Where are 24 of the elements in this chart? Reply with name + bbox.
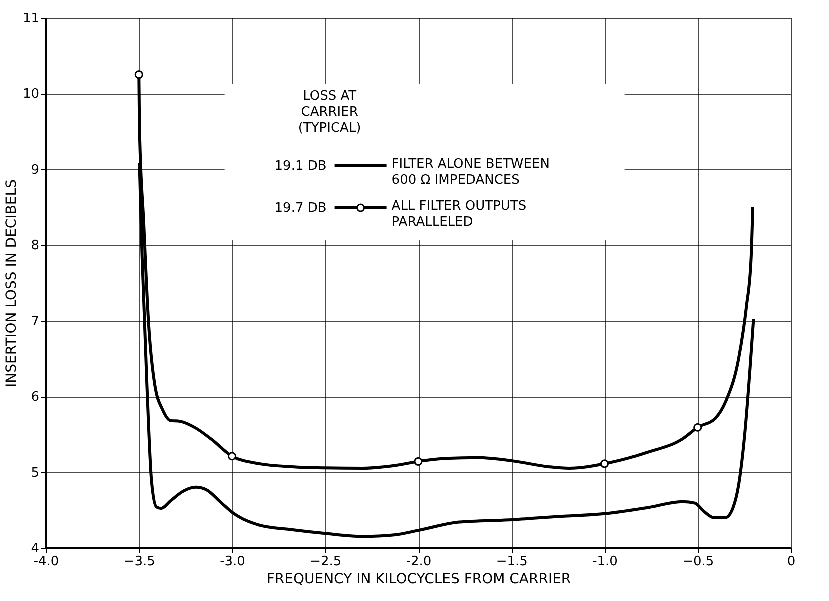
x-tick-label: −2.5 bbox=[310, 554, 342, 570]
y-tick-label: 5 bbox=[31, 466, 40, 481]
x-tick-label: −0.5 bbox=[682, 554, 714, 570]
x-tick-label: −3.5 bbox=[124, 554, 156, 570]
x-tick-label: -2.0 bbox=[406, 554, 432, 570]
legend-label: FILTER ALONE BETWEEN 600 Ω IMPEDANCES bbox=[392, 157, 550, 188]
x-tick-label: -3.0 bbox=[220, 554, 246, 570]
x-tick-label: -4.0 bbox=[34, 554, 60, 570]
y-tick-label: 8 bbox=[31, 238, 40, 254]
x-tick-label: -1.0 bbox=[592, 554, 618, 570]
y-tick-label: 10 bbox=[22, 87, 40, 102]
x-tick-label: −1.5 bbox=[496, 554, 528, 570]
y-tick-label: 11 bbox=[22, 12, 40, 26]
y-tick-label: 7 bbox=[31, 314, 40, 330]
x-tick-label: 0 bbox=[787, 554, 796, 570]
annotation: 19.7 DB bbox=[274, 201, 327, 216]
y-tick-label: 6 bbox=[31, 390, 40, 406]
y-axis-title: INSERTION LOSS IN DECIBELS bbox=[4, 179, 20, 388]
y-tick-label: 4 bbox=[31, 542, 40, 556]
y-tick-label: 9 bbox=[31, 162, 40, 178]
legend-label: ALL FILTER OUTPUTS PARALLELED bbox=[392, 199, 527, 230]
annotation: 19.1 DB bbox=[274, 159, 327, 174]
x-axis-title: FREQUENCY IN KILOCYCLES FROM CARRIER bbox=[266, 572, 572, 588]
legend-title: LOSS AT CARRIER (TYPICAL) bbox=[298, 89, 362, 136]
